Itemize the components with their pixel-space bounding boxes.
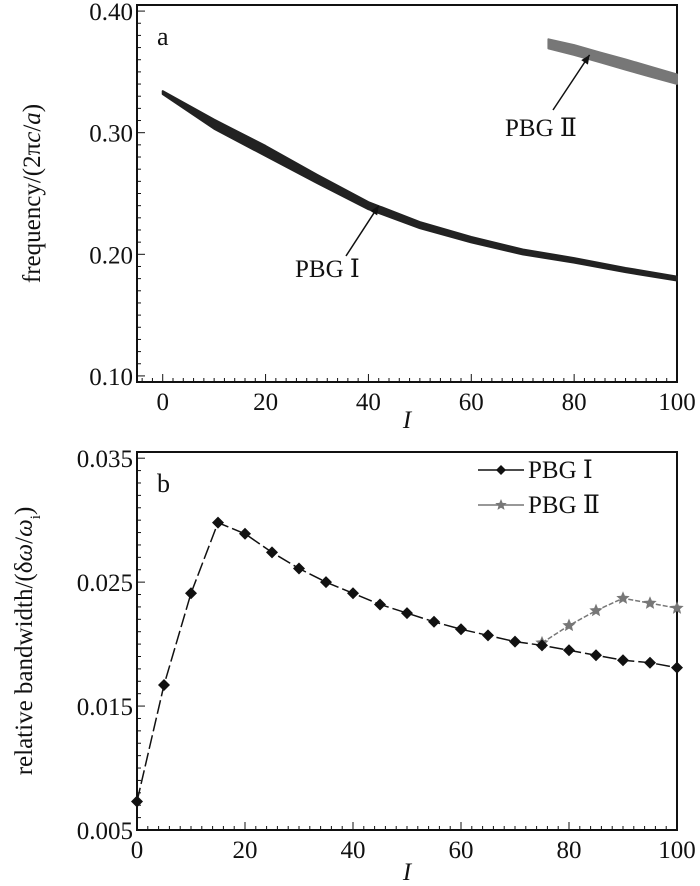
data-point-pbg-1 <box>212 516 224 529</box>
series-line-pbg-2 <box>541 597 678 644</box>
panel-label: b <box>157 469 170 498</box>
data-point-pbg-1 <box>293 562 305 575</box>
x-tick-label: 20 <box>253 389 278 416</box>
data-point-pbg-1 <box>536 639 548 652</box>
data-point-pbg-2 <box>670 601 684 614</box>
data-point-pbg-1 <box>239 527 251 540</box>
data-point-pbg-2 <box>562 618 576 632</box>
y-axis-label: relative bandwidth/(δω/ωi) <box>11 507 44 776</box>
y-tick-label: 0.30 <box>89 121 133 148</box>
data-point-pbg-1 <box>671 661 683 674</box>
y-axis-label-part: a <box>19 112 46 125</box>
y-axis-label-part: ω <box>11 519 38 537</box>
data-point-pbg-1 <box>509 635 521 648</box>
y-axis-label-part: frequency/(2π <box>19 142 46 283</box>
annotation-label: PBG Ⅱ <box>505 115 577 142</box>
y-axis-label-part: / <box>11 537 38 544</box>
data-point-pbg-2 <box>589 603 603 617</box>
y-axis-label-part: i <box>28 515 44 519</box>
data-point-pbg-1 <box>131 795 143 808</box>
data-point-pbg-1 <box>158 678 170 691</box>
annotation-arrow <box>345 205 380 257</box>
data-point-pbg-1 <box>347 587 359 600</box>
panel-a-frequency-plot: 0 20 40 60 80 100 0.10 0.20 0.30 0.40 Ifrequency/(… <box>19 0 696 434</box>
y-tick-label: 0.025 <box>77 570 133 597</box>
data-point-pbg-1 <box>428 615 440 628</box>
y-tick-label: 0.035 <box>77 446 133 473</box>
annotation-label: PBG Ⅰ <box>295 256 360 283</box>
data-point-pbg-1 <box>320 576 332 589</box>
x-tick-label: 80 <box>562 389 587 416</box>
x-tick-label: 100 <box>658 837 696 864</box>
data-point-pbg-1 <box>455 623 467 636</box>
y-axis-label-part: relative bandwidth/(δ <box>11 561 38 775</box>
panel-label: a <box>157 22 169 51</box>
y-axis-label: frequency/(2πc/a) <box>19 104 46 283</box>
y-tick-label: 0.005 <box>77 818 133 845</box>
x-tick-label: 0 <box>156 389 169 416</box>
data-point-pbg-1 <box>185 587 197 600</box>
panel-b-bandwidth-plot: 0 20 40 60 80 100 0.005 0.015 0.025 0.035 Irelativ… <box>11 446 696 886</box>
data-point-pbg-1 <box>644 656 656 669</box>
y-tick-label: 0.10 <box>89 364 133 391</box>
x-tick-label: 80 <box>557 837 582 864</box>
arrowhead-icon <box>370 205 379 216</box>
y-tick-label: 0.20 <box>89 242 133 269</box>
x-tick-label: 20 <box>233 837 258 864</box>
data-point-pbg-2 <box>643 596 657 609</box>
legend-label: PBG Ⅱ <box>528 492 600 519</box>
series-line-pbg-1 <box>136 521 678 802</box>
annotation-arrow <box>552 54 591 111</box>
data-point-pbg-1 <box>266 546 278 559</box>
data-point-pbg-1 <box>617 654 629 667</box>
x-tick-label: 0 <box>131 837 144 864</box>
data-point-pbg-1 <box>374 598 386 611</box>
x-tick-label: 40 <box>356 389 381 416</box>
legend-marker-diamond-icon <box>496 465 506 475</box>
band-pbg-1 <box>161 90 678 282</box>
band-pbg-2 <box>547 38 678 85</box>
legend: PBG Ⅰ PBG Ⅱ <box>478 457 600 519</box>
x-axis-label: I <box>402 407 413 434</box>
y-axis-label-part: ) <box>11 507 38 515</box>
y-axis-label-part: ) <box>19 104 46 112</box>
legend-marker-star-icon <box>495 499 507 510</box>
data-point-pbg-1 <box>401 607 413 620</box>
legend-label: PBG Ⅰ <box>528 457 593 484</box>
y-tick-label: 0.40 <box>89 0 133 26</box>
x-tick-label: 100 <box>658 389 696 416</box>
x-axis-label: I <box>402 859 413 886</box>
data-point-pbg-1 <box>482 629 494 642</box>
y-axis-label-part: c <box>19 132 46 143</box>
x-tick-label: 40 <box>341 837 366 864</box>
y-axis-label-part: / <box>19 125 46 132</box>
data-point-pbg-1 <box>563 644 575 657</box>
data-point-pbg-2 <box>616 591 630 604</box>
y-axis-label-part: ω <box>11 544 38 562</box>
y-tick-label: 0.015 <box>77 694 133 721</box>
x-tick-label: 60 <box>459 389 484 416</box>
data-point-pbg-1 <box>590 649 602 662</box>
x-tick-label: 60 <box>449 837 474 864</box>
arrowhead-icon <box>581 54 590 65</box>
